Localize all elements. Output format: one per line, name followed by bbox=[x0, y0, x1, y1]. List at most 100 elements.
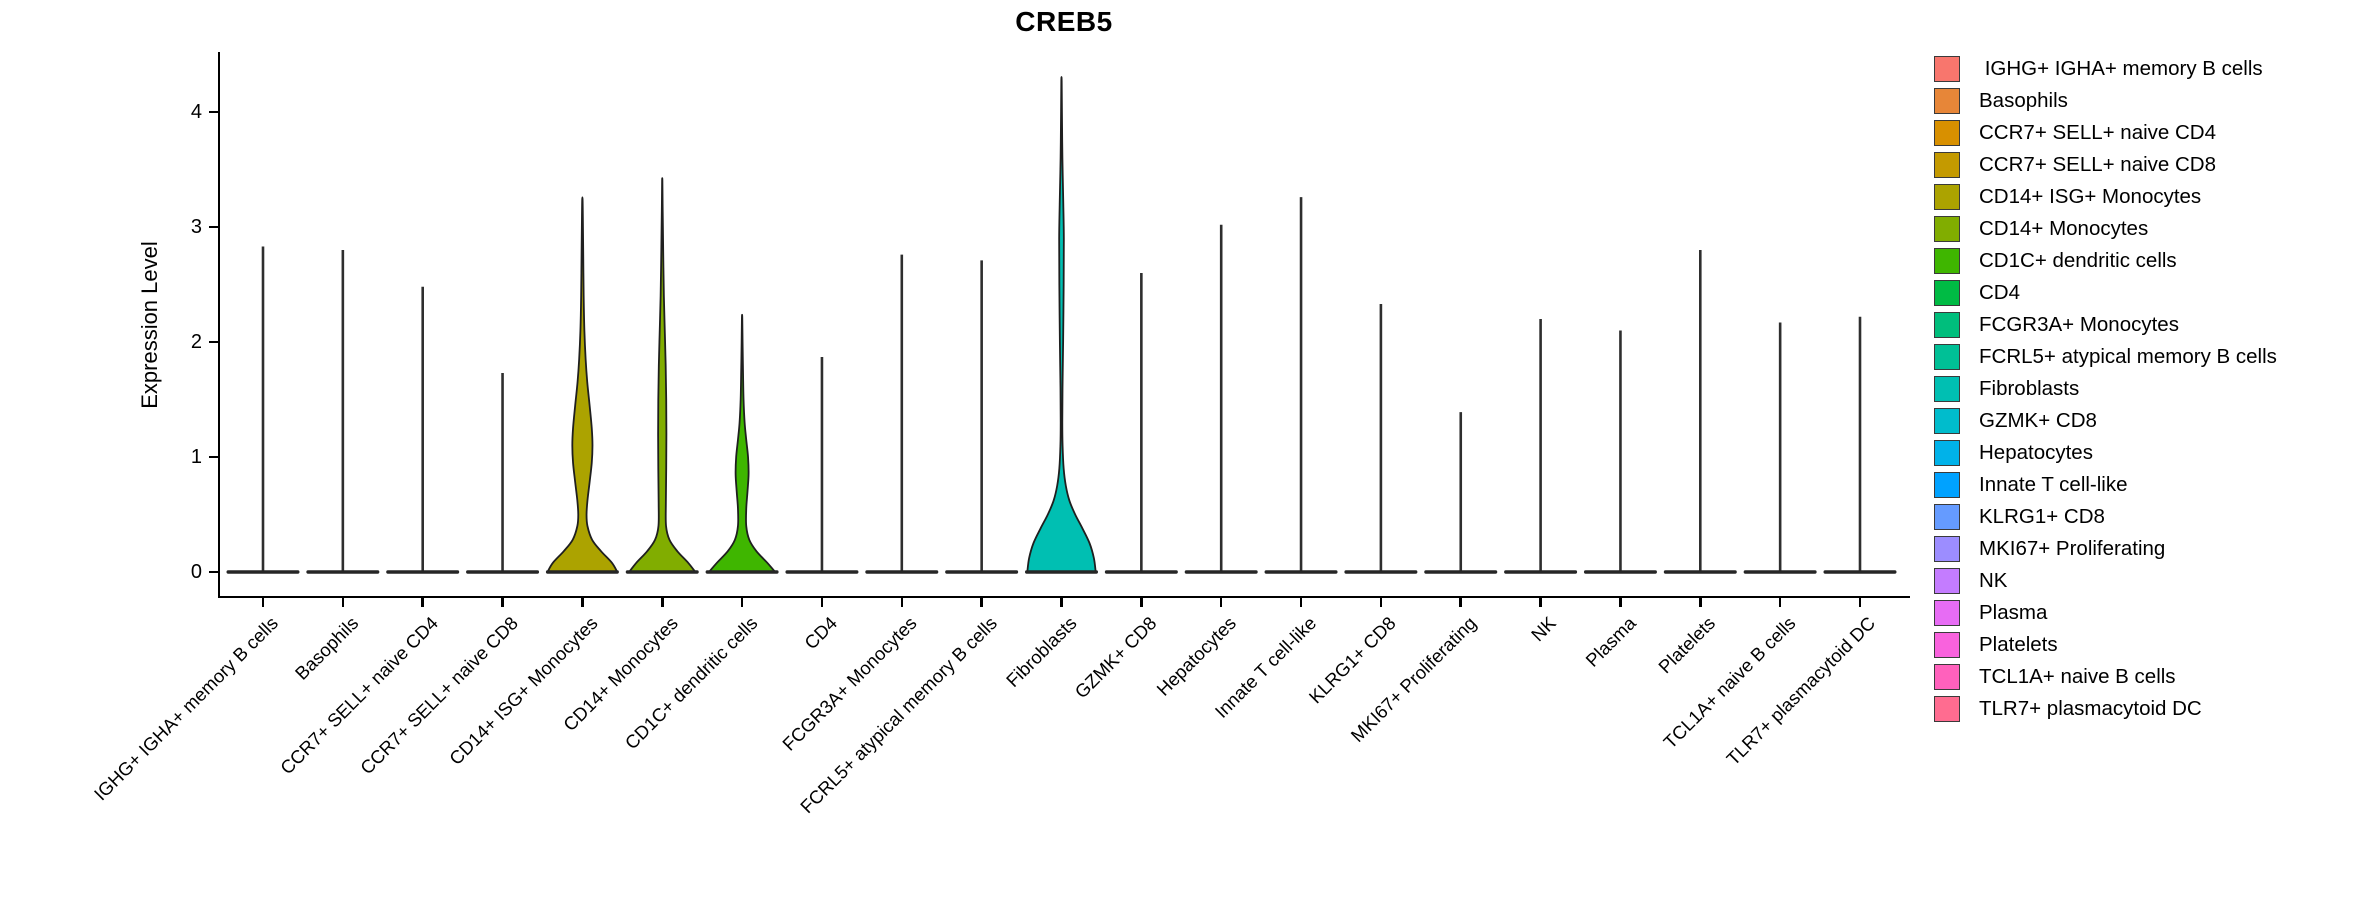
zero-baseline-CCR7+ SELL+ naive CD4 bbox=[386, 570, 460, 574]
zero-baseline-CD14+ ISG+ Monocytes bbox=[545, 570, 619, 574]
violin-CD14+ ISG+ Monocytes bbox=[546, 196, 619, 573]
x-tick-mark bbox=[1299, 598, 1303, 607]
x-tick-mark bbox=[1379, 598, 1383, 607]
zero-baseline-Fibroblasts bbox=[1025, 570, 1098, 574]
legend-item: TLR7+ plasmacytoid DC bbox=[1934, 695, 2202, 722]
zero-baseline-CD14+ Monocytes bbox=[625, 570, 699, 574]
legend-swatch-icon bbox=[1934, 87, 1960, 114]
legend-item: Basophils bbox=[1934, 87, 2068, 114]
legend-swatch-icon bbox=[1934, 503, 1960, 530]
x-tick-mark bbox=[1858, 598, 1862, 607]
legend-item-label: CD1C+ dendritic cells bbox=[1979, 248, 2177, 272]
zero-baseline-CD1C+ dendritic cells bbox=[705, 570, 779, 574]
y-tick-label-2: 2 bbox=[190, 331, 202, 353]
legend-item-label: GZMK+ CD8 bbox=[1979, 408, 2097, 432]
y-tick-mark-4 bbox=[209, 110, 218, 114]
legend-item: CD4 bbox=[1934, 279, 2020, 306]
x-tick-mark bbox=[1140, 598, 1143, 607]
legend-item: FCRL5+ atypical memory B cells bbox=[1934, 343, 2277, 370]
zero-baseline-FCGR3A+ Monocytes bbox=[865, 570, 939, 574]
legend-item-label: Platelets bbox=[1979, 632, 2058, 656]
x-tick-mark bbox=[1459, 598, 1463, 607]
legend-item: TCL1A+ naive B cells bbox=[1934, 663, 2176, 690]
zero-baseline-NK bbox=[1504, 570, 1578, 574]
y-tick-mark-0 bbox=[209, 570, 218, 574]
legend-item-label: TCL1A+ naive B cells bbox=[1979, 664, 2176, 688]
zero-baseline-CD4 bbox=[785, 570, 859, 574]
violin-CD14+ Monocytes bbox=[628, 177, 697, 573]
legend-item: Innate T cell-like bbox=[1934, 471, 2128, 498]
legend-swatch-icon bbox=[1934, 407, 1960, 434]
legend-swatch-icon bbox=[1934, 599, 1960, 626]
legend-swatch-icon bbox=[1934, 631, 1960, 658]
x-tick-mark bbox=[581, 598, 584, 607]
y-tick-label-1: 1 bbox=[190, 446, 202, 468]
legend-swatch-icon bbox=[1934, 695, 1960, 722]
x-tick-mark bbox=[1699, 598, 1702, 607]
x-tick-mark bbox=[261, 598, 265, 607]
legend-item: MKI67+ Proliferating bbox=[1934, 535, 2165, 562]
legend-item-label: IGHG+ IGHA+ memory B cells bbox=[1979, 56, 2263, 80]
x-tick-mark bbox=[1219, 598, 1223, 607]
legend-swatch-icon bbox=[1934, 55, 1960, 82]
y-tick-mark-2 bbox=[209, 340, 218, 344]
legend-item-label: NK bbox=[1979, 568, 2008, 592]
legend-item-label: CCR7+ SELL+ naive CD4 bbox=[1979, 120, 2217, 144]
x-tick-mark bbox=[820, 598, 824, 607]
legend-swatch-icon bbox=[1934, 535, 1960, 562]
legend-swatch-icon bbox=[1934, 119, 1960, 146]
legend-item: GZMK+ CD8 bbox=[1934, 407, 2097, 434]
x-tick-mark bbox=[1619, 598, 1622, 607]
legend-swatch-icon bbox=[1934, 247, 1960, 274]
violin-CD1C+ dendritic cells bbox=[708, 313, 777, 573]
legend-item: Platelets bbox=[1934, 631, 2058, 658]
y-tick-label-3: 3 bbox=[190, 216, 202, 238]
zero-baseline-KLRG1+ CD8 bbox=[1344, 570, 1418, 574]
zero-baseline-Innate T cell-like bbox=[1264, 570, 1338, 574]
y-tick-mark-3 bbox=[209, 225, 218, 229]
violin-Fibroblasts bbox=[1026, 76, 1097, 573]
legend-swatch-icon bbox=[1934, 439, 1960, 466]
legend-swatch-icon bbox=[1934, 471, 1960, 498]
y-tick-label-0: 0 bbox=[190, 561, 202, 583]
legend-item-label: CCR7+ SELL+ naive CD8 bbox=[1979, 152, 2217, 176]
legend-item: KLRG1+ CD8 bbox=[1934, 503, 2105, 530]
legend-item-label: CD4 bbox=[1979, 280, 2021, 304]
zero-baseline-GZMK+ CD8 bbox=[1104, 570, 1178, 574]
legend-item: Plasma bbox=[1934, 599, 2047, 626]
zero-baseline-FCRL5+ atypical memory B cells bbox=[945, 570, 1019, 574]
x-tick-mark bbox=[341, 598, 345, 607]
legend-item: CCR7+ SELL+ naive CD4 bbox=[1934, 119, 2216, 146]
legend-item-label: Basophils bbox=[1979, 88, 2068, 112]
legend-swatch-icon bbox=[1934, 311, 1960, 338]
legend-swatch-icon bbox=[1934, 183, 1960, 210]
zero-baseline-Basophils bbox=[306, 570, 380, 574]
y-tick-mark-1 bbox=[209, 455, 218, 459]
zero-baseline-Hepatocytes bbox=[1184, 570, 1258, 574]
legend-swatch-icon bbox=[1934, 151, 1960, 178]
zero-baseline-MKI67+ Proliferating bbox=[1424, 570, 1498, 574]
legend-item: CCR7+ SELL+ naive CD8 bbox=[1934, 151, 2216, 178]
zero-baseline-IGHG+ IGHA+ memory B cells bbox=[226, 570, 300, 574]
zero-baseline-Plasma bbox=[1583, 570, 1657, 574]
legend-item-label: Fibroblasts bbox=[1979, 376, 2080, 400]
legend-item-label: FCGR3A+ Monocytes bbox=[1979, 312, 2179, 336]
zero-baseline-Platelets bbox=[1663, 570, 1737, 574]
legend-swatch-icon bbox=[1934, 343, 1960, 370]
legend-item-label: Innate T cell-like bbox=[1979, 472, 2128, 496]
legend-item: IGHG+ IGHA+ memory B cells bbox=[1934, 55, 2263, 82]
legend-item: CD14+ ISG+ Monocytes bbox=[1934, 183, 2201, 210]
x-tick-mark bbox=[740, 598, 744, 607]
legend-item-label: MKI67+ Proliferating bbox=[1979, 536, 2166, 560]
legend-item: CD14+ Monocytes bbox=[1934, 215, 2148, 242]
legend-swatch-icon bbox=[1934, 375, 1960, 402]
chart-title: CREB5 bbox=[1015, 6, 1113, 37]
legend-item-label: TLR7+ plasmacytoid DC bbox=[1979, 696, 2202, 720]
x-tick-mark bbox=[501, 598, 504, 607]
x-tick-mark bbox=[980, 598, 983, 607]
x-tick-mark bbox=[421, 598, 424, 607]
legend-item-label: CD14+ ISG+ Monocytes bbox=[1979, 184, 2202, 208]
legend-item: Fibroblasts bbox=[1934, 375, 2079, 402]
legend-item-label: CD14+ Monocytes bbox=[1979, 216, 2149, 240]
